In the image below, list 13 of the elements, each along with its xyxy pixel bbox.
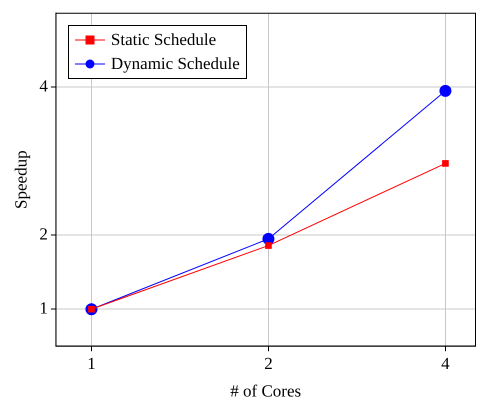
y-tick-label: 4 xyxy=(39,76,48,96)
point xyxy=(442,160,449,167)
y-axis-title: Speedup xyxy=(12,150,31,209)
legend-label: Static Schedule xyxy=(110,29,216,52)
y-tick-label: 1 xyxy=(39,298,48,318)
point xyxy=(265,242,272,249)
x-tick-label: 4 xyxy=(441,354,450,373)
x-tick-label: 1 xyxy=(87,354,96,373)
y-tick-label: 2 xyxy=(39,224,48,244)
x-tick-label: 2 xyxy=(264,354,273,373)
legend-label: Dynamic Schedule xyxy=(110,53,240,76)
x-axis-title: # of Cores xyxy=(230,381,302,400)
point xyxy=(439,84,452,97)
